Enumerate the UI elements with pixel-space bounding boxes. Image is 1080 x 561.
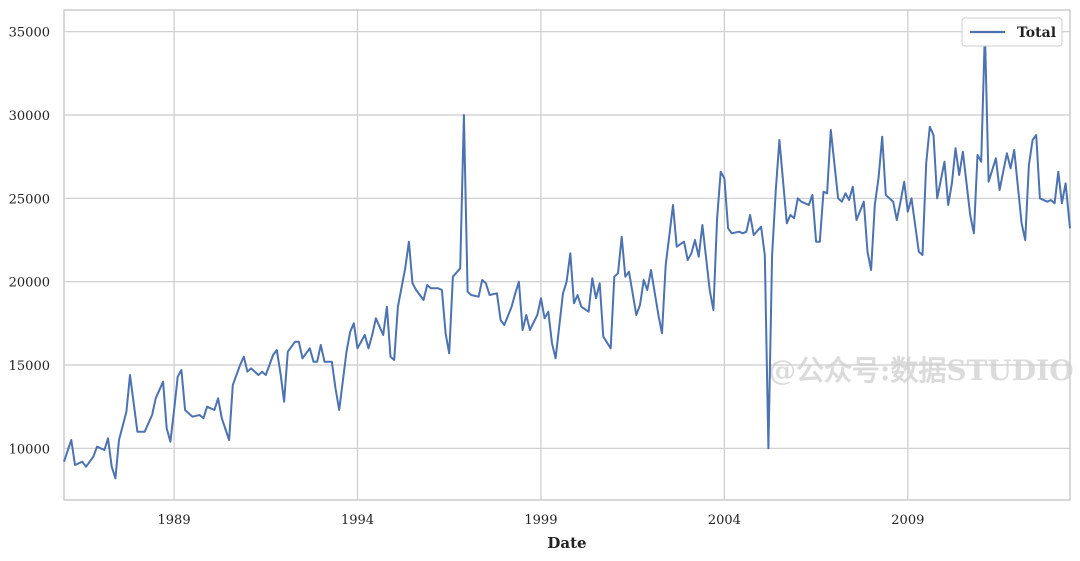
watermark-text: @公众号:数据STUDIO xyxy=(768,354,1074,387)
plot-background xyxy=(63,9,1071,501)
x-tick-label: 1989 xyxy=(158,513,191,528)
x-axis-title: Date xyxy=(547,534,586,552)
x-tick-label: 2004 xyxy=(708,513,741,528)
y-tick-label: 30000 xyxy=(9,109,50,124)
grid-lines xyxy=(64,10,1070,500)
x-tick-label: 2009 xyxy=(891,513,924,528)
legend-label-total: Total xyxy=(1017,25,1056,41)
legend-box xyxy=(961,17,1063,47)
legend: Total xyxy=(961,17,1063,47)
x-tick-label: 1999 xyxy=(524,513,557,528)
y-tick-label: 25000 xyxy=(9,192,50,207)
y-tick-label: 15000 xyxy=(9,359,50,374)
y-tick-label: 10000 xyxy=(9,442,50,457)
y-tick-label: 35000 xyxy=(9,26,50,41)
y-tick-labels: 10000 15000 20000 25000 30000 35000 xyxy=(9,26,50,458)
series-line-total xyxy=(63,30,1071,480)
x-tick-labels: 1989 1994 1999 2004 2009 xyxy=(158,513,925,528)
y-tick-label: 20000 xyxy=(9,276,50,291)
x-tick-label: 1994 xyxy=(341,513,374,528)
